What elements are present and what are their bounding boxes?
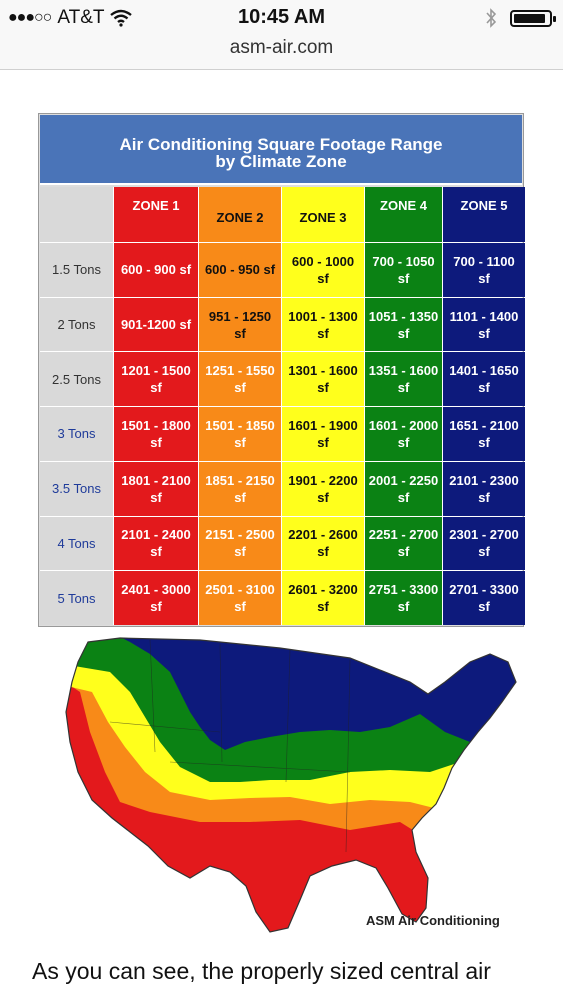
zone-header-5: ZONE 5 [443,187,525,242]
range-cell: 700 - 1050 sf [365,243,442,297]
range-cell: 1201 - 1500 sf [114,352,198,407]
range-cell: 2301 - 2700 sf [443,516,525,571]
article-text: As you can see, the properly sized centr… [32,958,491,984]
range-cell: 1801 - 2100 sf [114,461,198,516]
wifi-icon [110,9,133,27]
map-credit: ASM Air Conditioning [366,913,500,928]
range-cell: 2251 - 2700 sf [365,516,442,571]
range-cell: 2151 - 2500 sf [199,516,281,571]
battery-icon [510,10,556,27]
bluetooth-icon [486,8,497,28]
tonnage-label: 3 Tons [40,407,113,461]
table-title: Air Conditioning Square Footage Range by… [40,115,522,185]
range-cell: 1351 - 1600 sf [365,352,442,407]
battery-level [514,14,545,23]
carrier-group: ●●●○○ AT&T [8,7,133,29]
table-title-line-1: Air Conditioning Square Footage Range [119,135,443,154]
tonnage-label: 2 Tons [40,297,113,352]
range-cell: 2001 - 2250 sf [365,461,442,516]
range-cell: 2501 - 3100 sf [199,571,281,625]
tonnage-label: 2.5 Tons [40,352,113,407]
range-cell: 1501 - 1850 sf [199,407,281,461]
map-outline [65,637,517,933]
signal-strength-icon: ●●●○○ [8,9,52,26]
tonnage-label: 4 Tons [40,516,113,571]
range-cell: 1851 - 2150 sf [199,461,281,516]
range-cell: 2601 - 3200 sf [282,571,364,625]
table-title-line-2: by Climate Zone [215,152,347,171]
sizing-table: Air Conditioning Square Footage Range by… [38,113,525,627]
tonnage-label: 3.5 Tons [40,461,113,516]
status-time: 10:45 AM [237,6,326,28]
status-bar: ●●●○○ AT&T 10:45 AM [0,0,563,36]
range-cell: 901-1200 sf [114,297,198,352]
climate-zone-map [65,637,517,933]
tonnage-label: 5 Tons [40,571,113,625]
range-cell: 1501 - 1800 sf [114,407,198,461]
range-cell: 1301 - 1600 sf [282,352,364,407]
range-cell: 700 - 1100 sf [443,243,525,297]
range-cell: 1651 - 2100 sf [443,407,525,461]
range-cell: 1601 - 2000 sf [365,407,442,461]
range-cell: 1901 - 2200 sf [282,461,364,516]
tonnage-label: 1.5 Tons [40,243,113,297]
range-cell: 600 - 900 sf [114,243,198,297]
range-cell: 2751 - 3300 sf [365,571,442,625]
range-cell: 1101 - 1400 sf [443,297,525,352]
range-cell: 1051 - 1350 sf [365,297,442,352]
range-cell: 2101 - 2400 sf [114,516,198,571]
range-cell: 2201 - 2600 sf [282,516,364,571]
range-cell: 1601 - 1900 sf [282,407,364,461]
url-text[interactable]: asm-air.com [229,37,334,58]
range-cell: 951 - 1250 sf [199,297,281,352]
range-cell: 2101 - 2300 sf [443,461,525,516]
zone-header-4: ZONE 4 [365,187,442,242]
address-bar[interactable]: asm-air.com [0,36,563,70]
range-cell: 600 - 950 sf [199,243,281,297]
table-corner-cell [40,187,113,242]
range-cell: 2701 - 3300 sf [443,571,525,625]
range-cell: 1401 - 1650 sf [443,352,525,407]
range-cell: 2401 - 3000 sf [114,571,198,625]
carrier-name: AT&T [57,7,105,28]
range-cell: 1251 - 1550 sf [199,352,281,407]
zone-header-2: ZONE 2 [199,187,281,242]
zone-header-1: ZONE 1 [114,187,198,242]
range-cell: 600 - 1000 sf [282,243,364,297]
map-state-borders [109,639,351,853]
zone-header-3: ZONE 3 [282,187,364,242]
range-cell: 1001 - 1300 sf [282,297,364,352]
table-grid: ZONE 1 ZONE 2 ZONE 3 ZONE 4 ZONE 5 1.5 T… [40,187,525,625]
